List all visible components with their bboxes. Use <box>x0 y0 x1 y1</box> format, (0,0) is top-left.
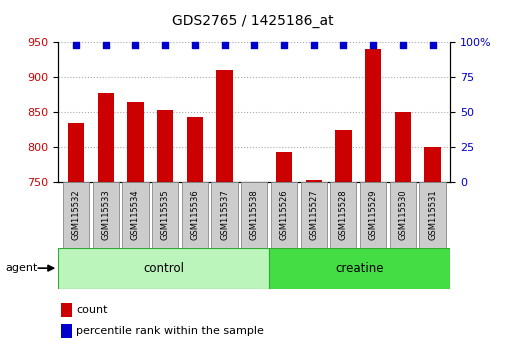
Point <box>161 42 169 48</box>
Bar <box>300 182 326 248</box>
Bar <box>241 182 267 248</box>
Point <box>428 42 436 48</box>
Point <box>279 42 287 48</box>
Bar <box>157 110 173 182</box>
Text: count: count <box>76 305 107 315</box>
Bar <box>330 182 356 248</box>
Bar <box>211 182 237 248</box>
Text: GSM115526: GSM115526 <box>279 190 288 240</box>
Bar <box>270 182 296 248</box>
Text: GSM115529: GSM115529 <box>368 190 377 240</box>
Bar <box>305 180 321 182</box>
Text: GSM115537: GSM115537 <box>220 190 229 240</box>
Text: GSM115538: GSM115538 <box>249 190 258 240</box>
Bar <box>152 182 178 248</box>
Bar <box>216 70 232 182</box>
Text: GSM115530: GSM115530 <box>397 190 407 240</box>
Point <box>190 42 198 48</box>
Bar <box>269 248 449 289</box>
Bar <box>68 123 84 182</box>
Text: GSM115536: GSM115536 <box>190 190 199 240</box>
Text: GSM115528: GSM115528 <box>338 190 347 240</box>
Text: creatine: creatine <box>335 262 383 275</box>
Bar <box>58 248 269 289</box>
Bar <box>127 102 143 182</box>
Bar <box>186 117 203 182</box>
Text: GSM115531: GSM115531 <box>427 190 436 240</box>
Text: percentile rank within the sample: percentile rank within the sample <box>76 326 263 336</box>
Bar <box>122 182 148 248</box>
Text: GDS2765 / 1425186_at: GDS2765 / 1425186_at <box>172 14 333 28</box>
Point <box>220 42 228 48</box>
Text: agent: agent <box>5 263 37 273</box>
Bar <box>364 50 380 182</box>
Point <box>339 42 347 48</box>
Bar <box>389 182 415 248</box>
Point <box>398 42 406 48</box>
Point <box>250 42 258 48</box>
Point <box>72 42 80 48</box>
Text: GSM115527: GSM115527 <box>309 190 318 240</box>
Bar <box>419 182 445 248</box>
Bar <box>275 152 291 182</box>
Text: control: control <box>143 262 184 275</box>
Point <box>309 42 317 48</box>
Bar <box>63 182 89 248</box>
Text: GSM115534: GSM115534 <box>131 190 140 240</box>
Bar <box>334 130 351 182</box>
Bar <box>394 112 410 182</box>
Point <box>102 42 110 48</box>
Bar <box>97 93 114 182</box>
Point <box>368 42 376 48</box>
Text: GSM115532: GSM115532 <box>71 190 80 240</box>
Text: GSM115535: GSM115535 <box>160 190 169 240</box>
Bar <box>92 182 119 248</box>
Bar <box>424 147 440 182</box>
Bar <box>360 182 385 248</box>
Text: GSM115533: GSM115533 <box>101 190 110 240</box>
Bar <box>181 182 208 248</box>
Point <box>131 42 139 48</box>
